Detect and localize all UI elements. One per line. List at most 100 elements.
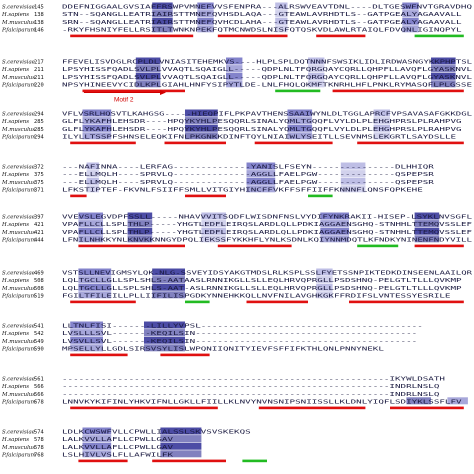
conservation-shade bbox=[152, 2, 173, 10]
sequence-row: VPAFLLCLLSPLTHLP-----YHGTLEDFLEIRQSLARDL… bbox=[62, 230, 473, 236]
species-label: M.musculus bbox=[1, 127, 35, 133]
conservation-shade bbox=[82, 109, 112, 117]
conservation-shade bbox=[127, 220, 153, 228]
conservation-shade bbox=[316, 291, 333, 299]
conservation-shade bbox=[287, 117, 313, 125]
helix-bar bbox=[185, 194, 226, 198]
sequence-row: GLFLYKAFHLEHSDR----HPQYKYHLPESQQRLSINALY… bbox=[62, 127, 463, 133]
conservation-shade bbox=[160, 427, 202, 435]
alignment-block: S.cerevisiae 397 VVEVSLEGVDPFSSLL-----NHAV… bbox=[1, 212, 473, 248]
conservation-shade bbox=[86, 177, 99, 185]
conservation-shade bbox=[127, 212, 153, 220]
conservation-shade bbox=[144, 344, 185, 352]
sequence-row: MPSELLYLLGDLSIRSVSYLISLWPQNIIQNITYIEVFSF… bbox=[62, 346, 385, 352]
helix-bar bbox=[70, 353, 128, 357]
residue-number: 549 bbox=[34, 339, 44, 345]
alignment-block: S.cerevisiae 469 VSTSLLNEVIGMSYLQK-NLG-SSV… bbox=[1, 268, 473, 304]
species-label: M.musculus bbox=[1, 75, 35, 81]
residue-number: 397 bbox=[34, 215, 44, 221]
strand-bar bbox=[185, 300, 210, 304]
sequence-row: LQLTGCLLGLLSPLSHLS-AAT-ASLRNNIKGLLSLLEQL… bbox=[62, 286, 463, 292]
residue-number: 285 bbox=[34, 127, 44, 133]
conservation-shade bbox=[402, 2, 419, 10]
species-label: P.falciparum bbox=[1, 27, 36, 33]
species-label: H.sapiens bbox=[1, 12, 29, 18]
conservation-shade bbox=[402, 25, 419, 33]
conservation-shade bbox=[201, 220, 226, 228]
conservation-shade bbox=[414, 235, 440, 243]
conservation-shade bbox=[340, 185, 366, 193]
conservation-shade bbox=[197, 25, 214, 33]
conservation-shade bbox=[431, 72, 456, 80]
conservation-shade bbox=[226, 72, 243, 80]
conservation-shade bbox=[201, 227, 226, 235]
helix-bar bbox=[78, 244, 185, 248]
helix-bar bbox=[70, 194, 87, 198]
residue-number: 145 bbox=[34, 5, 44, 11]
helix-bar bbox=[82, 89, 185, 93]
conservation-shade bbox=[340, 162, 366, 170]
conservation-shade bbox=[185, 124, 218, 132]
conservation-shade bbox=[320, 227, 349, 235]
residue-number: 508 bbox=[34, 278, 44, 284]
species-label: P.falciparum bbox=[1, 237, 36, 243]
residue-number: 146 bbox=[34, 27, 44, 33]
conservation-shade bbox=[82, 132, 112, 140]
sequence-row: LLTNLFISI-------LILLYVPSL---------------… bbox=[62, 324, 423, 330]
conservation-shade bbox=[275, 17, 288, 25]
residue-number: 578 bbox=[34, 437, 44, 443]
sequence-row: ----------------------------------------… bbox=[62, 392, 440, 398]
species-label: M.musculus bbox=[1, 445, 35, 451]
sequence-row: ---ELLMQLH----SPRVLQ--------------AGGLLF… bbox=[62, 172, 435, 178]
species-label: S.cerevisiae bbox=[2, 60, 35, 66]
sequence-row: FFEVELISVDGLRCPLDLVNIASITEHEMKVS----HLPL… bbox=[62, 60, 473, 66]
residue-number: 678 bbox=[34, 399, 44, 405]
sequence-row: LPSYHISSFQADLSVLPLVVAQTLSQAIGLL-----QDPL… bbox=[62, 75, 473, 81]
conservation-shade bbox=[246, 185, 276, 193]
species-label: P.falciparum bbox=[1, 187, 36, 193]
sequence-row: ILYLLTSSPFSHNSELEQKIFNLPKGNKKDINFTQYLNIA… bbox=[62, 134, 457, 140]
conservation-shade bbox=[373, 109, 390, 117]
conservation-shade bbox=[373, 132, 390, 140]
conservation-shade bbox=[275, 10, 288, 18]
alignment-block: S.cerevisiae 541 LLTNLFISI-------LILLYVPSL… bbox=[1, 321, 423, 357]
motif-2-label: Motif 2 bbox=[114, 97, 134, 104]
conservation-shade bbox=[144, 336, 185, 344]
residue-number: 372 bbox=[34, 165, 44, 171]
strand-bar bbox=[414, 34, 464, 38]
conservation-shade bbox=[246, 162, 276, 170]
species-label: P.falciparum bbox=[1, 452, 36, 458]
sequence-row: LNNVKYKIFINLYHKVIFNLLGKLLFIILLKLNVYNVNSN… bbox=[62, 399, 463, 405]
conservation-shade bbox=[135, 72, 161, 80]
conservation-shade bbox=[70, 329, 103, 337]
residue-number: 574 bbox=[34, 430, 44, 436]
conservation-shade bbox=[316, 283, 333, 291]
conservation-shade bbox=[152, 25, 173, 33]
helix-bar bbox=[70, 406, 218, 410]
conservation-shade bbox=[185, 132, 218, 140]
conservation-shade bbox=[78, 227, 103, 235]
residue-number: 508 bbox=[34, 286, 44, 292]
conservation-shade bbox=[340, 170, 366, 178]
sequence-row: ----------------------------------------… bbox=[62, 377, 445, 383]
conservation-shade bbox=[226, 57, 243, 65]
conservation-shade bbox=[308, 57, 325, 65]
conservation-shade bbox=[160, 435, 202, 443]
conservation-shade bbox=[78, 276, 112, 284]
motif-2-annotation: Motif 2 bbox=[84, 90, 166, 104]
conservation-shade bbox=[287, 109, 313, 117]
helix-bar bbox=[357, 141, 464, 145]
helix-bar bbox=[152, 459, 226, 463]
conservation-shade bbox=[78, 291, 112, 299]
conservation-shade bbox=[127, 235, 153, 243]
residue-number: 285 bbox=[34, 119, 44, 125]
conservation-shade bbox=[447, 397, 468, 405]
conservation-shade bbox=[82, 450, 112, 458]
species-label: H.sapiens bbox=[1, 278, 29, 284]
conservation-shade bbox=[152, 276, 185, 284]
species-label: M.musculus bbox=[1, 20, 35, 26]
conservation-shade bbox=[316, 276, 333, 284]
conservation-shade bbox=[320, 220, 349, 228]
sequence-row: -RKYFHSNIYFELLRSITLTWNKNPEKFQTMCNWDSLNIS… bbox=[62, 27, 463, 33]
